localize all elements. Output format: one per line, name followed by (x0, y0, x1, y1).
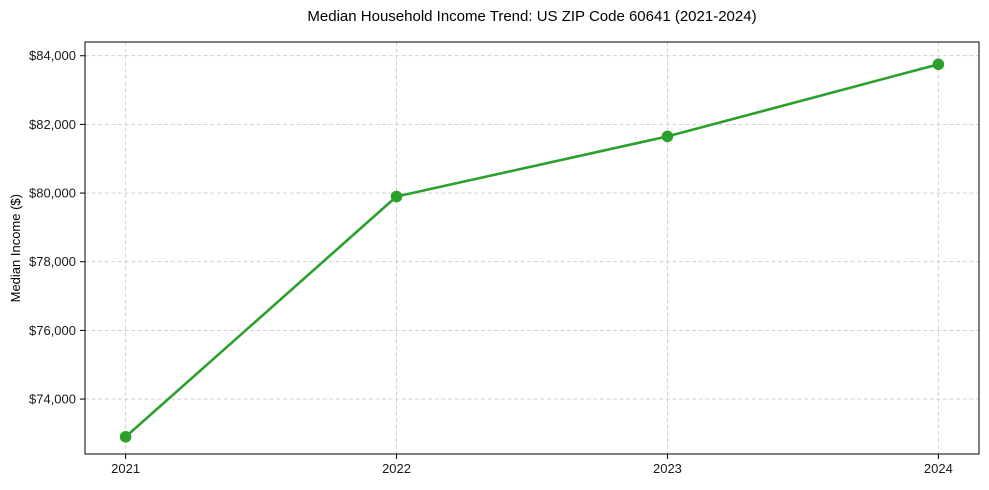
x-tick-label: 2023 (653, 461, 682, 476)
data-point-marker (661, 130, 674, 143)
y-tick-label: $78,000 (29, 254, 76, 269)
y-tick-label: $84,000 (29, 48, 76, 63)
y-tick-label: $82,000 (29, 117, 76, 132)
chart-title: Median Household Income Trend: US ZIP Co… (307, 8, 757, 25)
y-tick-label: $76,000 (29, 323, 76, 338)
y-tick-label: $80,000 (29, 186, 76, 201)
x-tick-label: 2021 (111, 461, 140, 476)
data-point-marker (932, 58, 945, 71)
x-tick-label: 2022 (382, 461, 411, 476)
x-tick-label: 2024 (924, 461, 953, 476)
data-point-marker (119, 431, 132, 443)
data-point-marker (390, 190, 403, 203)
y-tick-label: $74,000 (29, 392, 76, 407)
trend-line (124, 63, 940, 439)
plot-border (84, 41, 980, 455)
